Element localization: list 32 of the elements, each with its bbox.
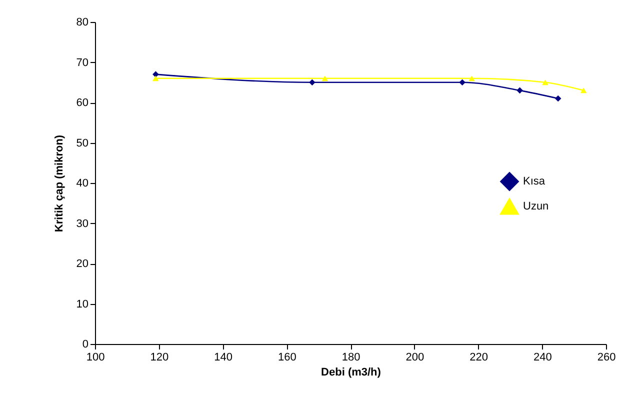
x-tick-label: 200 — [406, 352, 424, 364]
point — [554, 95, 562, 102]
legend-label: Uzun — [523, 200, 549, 212]
y-tick-label: 40 — [76, 178, 88, 190]
x-tick-label: 120 — [150, 352, 169, 364]
point — [459, 79, 466, 86]
x-axis-title: Debi (m3/h) — [321, 366, 382, 378]
y-tick-label: 60 — [76, 97, 88, 109]
y-axis-title: Kritik çap (mikron) — [53, 134, 66, 232]
point — [580, 88, 587, 94]
point — [152, 76, 159, 82]
point — [322, 76, 328, 82]
x-tick-label: 220 — [470, 352, 488, 364]
y-tick-label: 20 — [76, 258, 88, 270]
point — [516, 87, 523, 94]
point — [309, 79, 316, 86]
y-tick-label: 10 — [76, 298, 88, 310]
point — [468, 76, 476, 82]
x-tick-label: 240 — [533, 352, 552, 364]
y-tick-label: 80 — [76, 16, 88, 28]
x-tick-label: 140 — [214, 352, 232, 364]
x-tick-label: 160 — [278, 352, 296, 364]
x-tick-label: 260 — [597, 352, 616, 364]
point — [152, 71, 159, 78]
y-tick-label: 50 — [76, 137, 88, 150]
y-tick-label: 0 — [82, 338, 88, 350]
point — [542, 80, 548, 86]
x-tick-label: 100 — [86, 352, 105, 364]
x-tick-label: 180 — [342, 352, 360, 364]
legend-label: Kısa — [523, 176, 546, 188]
y-tick-label: 70 — [76, 56, 88, 69]
y-tick-label: 30 — [76, 218, 88, 230]
